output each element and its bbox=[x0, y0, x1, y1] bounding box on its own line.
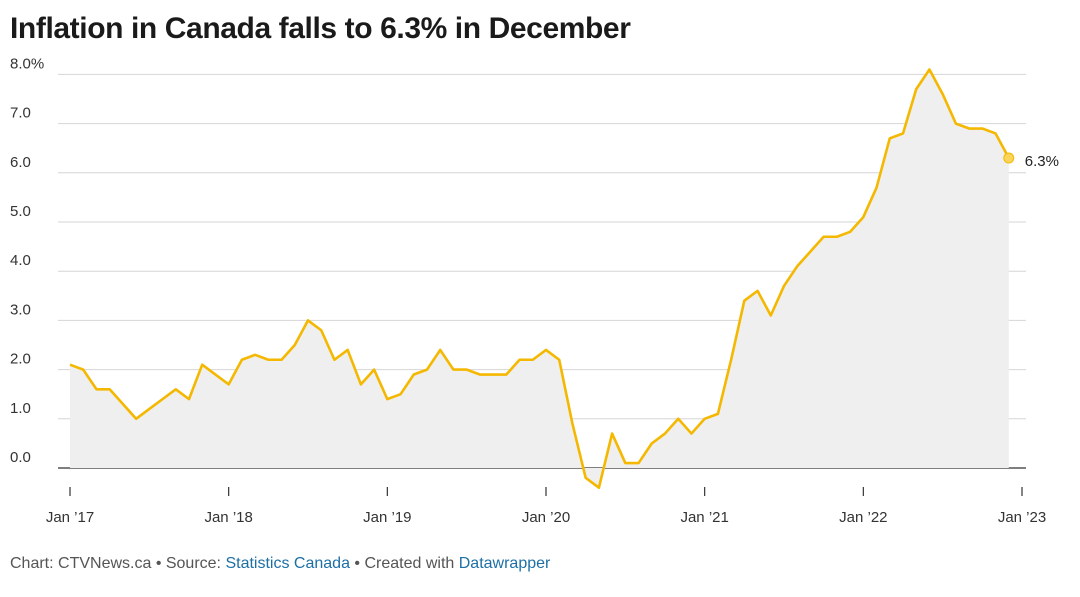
y-tick-label: 0.0 bbox=[10, 449, 31, 466]
y-tick-label: 8.0% bbox=[10, 55, 44, 72]
y-axis-tick-labels: 0.0 1.0 2.0 3.0 4.0 5.0 6.0 7.0 8.0% bbox=[10, 55, 44, 466]
datawrapper-link[interactable]: Datawrapper bbox=[458, 555, 551, 572]
footer-created-with: • Created with bbox=[349, 555, 459, 572]
x-tick-label: Jan ’20 bbox=[522, 509, 570, 526]
footer-credit: Chart: CTVNews.ca • Source: bbox=[10, 555, 226, 572]
area-fill bbox=[70, 69, 1009, 488]
x-tick-label: Jan ’23 bbox=[998, 509, 1046, 526]
x-tick-label: Jan ’21 bbox=[680, 509, 728, 526]
y-tick-label: 7.0 bbox=[10, 105, 31, 122]
x-axis: Jan ’17 Jan ’18 Jan ’19 Jan ’20 Jan ’21 Jan ’… bbox=[46, 487, 1046, 526]
source-link[interactable]: Statistics Canada bbox=[225, 555, 350, 572]
end-marker: 6.3% bbox=[1003, 152, 1059, 170]
y-tick-label: 1.0 bbox=[10, 400, 31, 417]
end-value-label: 6.3% bbox=[1025, 153, 1059, 170]
y-tick-label: 4.0 bbox=[10, 252, 31, 269]
x-tick-label: Jan ’17 bbox=[46, 509, 94, 526]
y-tick-label: 2.0 bbox=[10, 351, 31, 368]
x-tick-label: Jan ’22 bbox=[839, 509, 887, 526]
x-tick-label: Jan ’19 bbox=[363, 509, 411, 526]
line-chart: 0.01.02.03.04.05.06.07.08.0% Jan ’17 Jan … bbox=[10, 55, 1059, 526]
chart-footer: Chart: CTVNews.ca • Source: Statistics C… bbox=[10, 555, 550, 573]
series-line bbox=[69, 68, 1010, 489]
y-tick-label: 3.0 bbox=[10, 301, 31, 318]
y-tick-label: 6.0 bbox=[10, 154, 31, 171]
end-point bbox=[1003, 152, 1015, 164]
chart-title: Inflation in Canada falls to 6.3% in Dec… bbox=[10, 12, 631, 45]
x-tick-label: Jan ’18 bbox=[204, 509, 252, 526]
y-tick-label: 5.0 bbox=[10, 203, 31, 220]
